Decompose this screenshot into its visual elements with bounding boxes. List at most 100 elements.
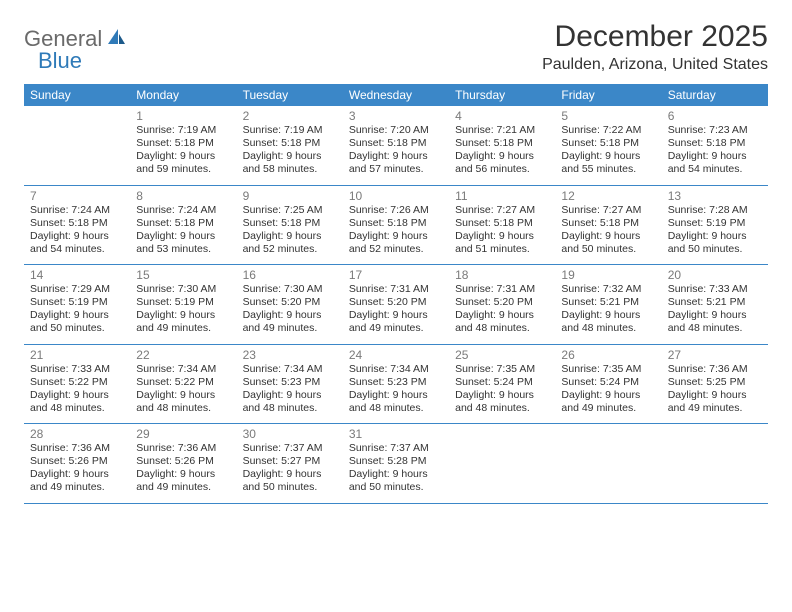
day-info-line: and 50 minutes. [243, 481, 337, 494]
day-info-line: Sunset: 5:20 PM [243, 296, 337, 309]
day-cell: 9Sunrise: 7:25 AMSunset: 5:18 PMDaylight… [237, 186, 343, 265]
day-info-line: Sunset: 5:18 PM [136, 137, 230, 150]
header: General December 2025 Paulden, Arizona, … [24, 20, 768, 74]
day-info-line: Daylight: 9 hours [455, 309, 549, 322]
day-info-line: and 48 minutes. [561, 322, 655, 335]
calendar: SundayMondayTuesdayWednesdayThursdayFrid… [24, 84, 768, 504]
day-info-line: and 48 minutes. [668, 322, 762, 335]
day-number: 23 [243, 348, 337, 362]
day-number: 19 [561, 268, 655, 282]
day-number: 22 [136, 348, 230, 362]
day-cell: 23Sunrise: 7:34 AMSunset: 5:23 PMDayligh… [237, 345, 343, 424]
day-number: 9 [243, 189, 337, 203]
week-row: 21Sunrise: 7:33 AMSunset: 5:22 PMDayligh… [24, 345, 768, 425]
day-info-line: and 50 minutes. [561, 243, 655, 256]
day-number: 7 [30, 189, 124, 203]
day-cell: 25Sunrise: 7:35 AMSunset: 5:24 PMDayligh… [449, 345, 555, 424]
day-info-line: Daylight: 9 hours [561, 150, 655, 163]
day-cell: 18Sunrise: 7:31 AMSunset: 5:20 PMDayligh… [449, 265, 555, 344]
day-info-line: Sunrise: 7:31 AM [455, 283, 549, 296]
day-info-line: and 50 minutes. [349, 481, 443, 494]
day-number: 3 [349, 109, 443, 123]
day-info-line: Sunrise: 7:33 AM [668, 283, 762, 296]
day-info-line: Sunrise: 7:34 AM [243, 363, 337, 376]
day-cell: 16Sunrise: 7:30 AMSunset: 5:20 PMDayligh… [237, 265, 343, 344]
day-info-line: and 49 minutes. [243, 322, 337, 335]
day-info-line: and 59 minutes. [136, 163, 230, 176]
day-info-line: and 51 minutes. [455, 243, 549, 256]
day-info-line: Sunset: 5:19 PM [136, 296, 230, 309]
day-info-line: Sunrise: 7:24 AM [30, 204, 124, 217]
day-info-line: Sunset: 5:22 PM [30, 376, 124, 389]
day-info-line: Sunrise: 7:35 AM [455, 363, 549, 376]
day-info-line: Daylight: 9 hours [136, 389, 230, 402]
day-info-line: Sunrise: 7:31 AM [349, 283, 443, 296]
day-number: 14 [30, 268, 124, 282]
day-info-line: Sunrise: 7:33 AM [30, 363, 124, 376]
week-row: 7Sunrise: 7:24 AMSunset: 5:18 PMDaylight… [24, 186, 768, 266]
day-info-line: Sunrise: 7:19 AM [243, 124, 337, 137]
day-number: 29 [136, 427, 230, 441]
day-cell: 8Sunrise: 7:24 AMSunset: 5:18 PMDaylight… [130, 186, 236, 265]
day-number: 27 [668, 348, 762, 362]
day-info-line: Sunrise: 7:29 AM [30, 283, 124, 296]
day-number: 12 [561, 189, 655, 203]
day-number: 25 [455, 348, 549, 362]
day-info-line: Sunrise: 7:30 AM [136, 283, 230, 296]
day-number: 11 [455, 189, 549, 203]
day-number: 6 [668, 109, 762, 123]
day-info-line: Daylight: 9 hours [349, 309, 443, 322]
day-info-line: Sunset: 5:21 PM [668, 296, 762, 309]
day-info-line: Sunrise: 7:30 AM [243, 283, 337, 296]
day-header-cell: Saturday [662, 84, 768, 106]
day-header-cell: Sunday [24, 84, 130, 106]
day-header-cell: Tuesday [237, 84, 343, 106]
day-info-line: Sunset: 5:23 PM [349, 376, 443, 389]
day-info-line: Sunset: 5:18 PM [668, 137, 762, 150]
day-info-line: Sunrise: 7:36 AM [136, 442, 230, 455]
week-row: 28Sunrise: 7:36 AMSunset: 5:26 PMDayligh… [24, 424, 768, 504]
day-cell: 5Sunrise: 7:22 AMSunset: 5:18 PMDaylight… [555, 106, 661, 185]
day-number: 26 [561, 348, 655, 362]
day-info-line: Sunset: 5:19 PM [668, 217, 762, 230]
day-info-line: Sunset: 5:26 PM [136, 455, 230, 468]
day-info-line: Sunrise: 7:26 AM [349, 204, 443, 217]
day-info-line: Sunrise: 7:23 AM [668, 124, 762, 137]
day-info-line: Daylight: 9 hours [455, 389, 549, 402]
day-info-line: Sunset: 5:27 PM [243, 455, 337, 468]
day-info-line: Sunrise: 7:35 AM [561, 363, 655, 376]
logo-sail-icon [106, 27, 126, 52]
day-info-line: and 54 minutes. [30, 243, 124, 256]
logo-text-blue: Blue [38, 48, 82, 73]
day-info-line: Sunrise: 7:21 AM [455, 124, 549, 137]
week-row: 1Sunrise: 7:19 AMSunset: 5:18 PMDaylight… [24, 106, 768, 186]
day-info-line: Sunrise: 7:28 AM [668, 204, 762, 217]
day-info-line: Daylight: 9 hours [455, 230, 549, 243]
day-info-line: Sunset: 5:18 PM [455, 217, 549, 230]
day-info-line: Sunrise: 7:24 AM [136, 204, 230, 217]
day-info-line: Sunrise: 7:37 AM [349, 442, 443, 455]
day-info-line: Sunset: 5:18 PM [561, 137, 655, 150]
day-cell: 22Sunrise: 7:34 AMSunset: 5:22 PMDayligh… [130, 345, 236, 424]
day-info-line: Sunset: 5:20 PM [455, 296, 549, 309]
day-cell [449, 424, 555, 503]
day-info-line: Daylight: 9 hours [668, 309, 762, 322]
day-info-line: Sunrise: 7:27 AM [455, 204, 549, 217]
day-info-line: Sunset: 5:18 PM [561, 217, 655, 230]
day-info-line: Daylight: 9 hours [668, 389, 762, 402]
day-cell: 31Sunrise: 7:37 AMSunset: 5:28 PMDayligh… [343, 424, 449, 503]
day-cell: 19Sunrise: 7:32 AMSunset: 5:21 PMDayligh… [555, 265, 661, 344]
day-info-line: Daylight: 9 hours [243, 150, 337, 163]
day-info-line: and 50 minutes. [30, 322, 124, 335]
day-info-line: and 48 minutes. [455, 322, 549, 335]
day-number: 31 [349, 427, 443, 441]
day-info-line: Sunset: 5:18 PM [455, 137, 549, 150]
week-row: 14Sunrise: 7:29 AMSunset: 5:19 PMDayligh… [24, 265, 768, 345]
day-info-line: Sunset: 5:18 PM [136, 217, 230, 230]
day-info-line: Daylight: 9 hours [136, 309, 230, 322]
day-cell: 2Sunrise: 7:19 AMSunset: 5:18 PMDaylight… [237, 106, 343, 185]
day-info-line: and 49 minutes. [136, 322, 230, 335]
day-info-line: Daylight: 9 hours [136, 150, 230, 163]
day-info-line: Sunset: 5:26 PM [30, 455, 124, 468]
day-info-line: and 56 minutes. [455, 163, 549, 176]
